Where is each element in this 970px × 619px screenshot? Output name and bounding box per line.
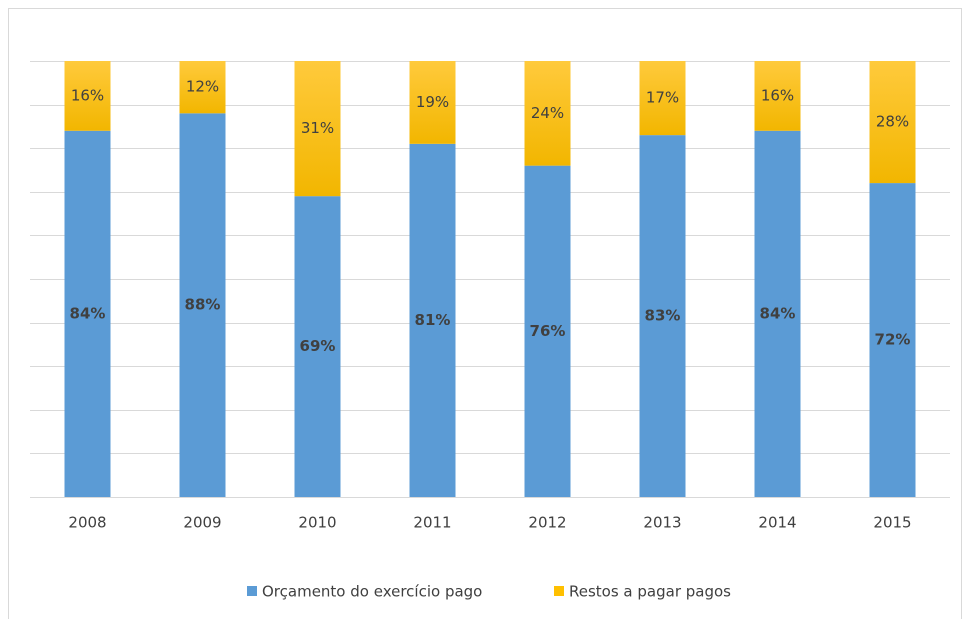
data-label: 19% <box>416 93 449 111</box>
bar-segment <box>754 61 801 131</box>
legend-label: Restos a pagar pagos <box>569 583 731 601</box>
bar-segment <box>869 183 916 497</box>
bar-segment <box>179 113 226 497</box>
legend-swatch <box>554 586 564 596</box>
bar-segment <box>64 61 111 131</box>
chart-frame <box>8 8 962 619</box>
data-label: 31% <box>301 119 334 137</box>
data-label: 17% <box>646 89 679 107</box>
x-tick-label: 2015 <box>873 514 911 532</box>
data-label: 69% <box>300 337 336 355</box>
x-tick-label: 2010 <box>298 514 336 532</box>
data-label: 81% <box>415 311 451 329</box>
bar-segment <box>179 61 226 114</box>
x-tick-label: 2012 <box>528 514 566 532</box>
x-tick-label: 2013 <box>643 514 681 532</box>
legend-swatch <box>247 586 257 596</box>
data-label: 83% <box>645 307 681 325</box>
x-tick-label: 2014 <box>758 514 796 532</box>
bar-segment <box>524 61 571 166</box>
data-label: 76% <box>530 322 566 340</box>
bar-segment <box>639 61 686 136</box>
data-label: 84% <box>760 304 796 322</box>
legend-label: Orçamento do exercício pago <box>262 583 482 601</box>
x-tick-label: 2009 <box>183 514 221 532</box>
bar-segment <box>64 130 111 497</box>
bar-segment <box>524 165 571 497</box>
data-label: 24% <box>531 104 564 122</box>
x-tick-label: 2008 <box>68 514 106 532</box>
bar-segment <box>869 61 916 184</box>
x-tick-label: 2011 <box>413 514 451 532</box>
bar-segment <box>409 61 456 144</box>
data-label: 12% <box>186 78 219 96</box>
bar-segment <box>754 130 801 497</box>
data-label: 16% <box>71 86 104 104</box>
bar-segment <box>294 196 341 497</box>
bar-segment <box>409 143 456 497</box>
bar-segment <box>294 61 341 197</box>
data-label: 16% <box>761 86 794 104</box>
data-label: 72% <box>875 331 911 349</box>
data-label: 88% <box>185 296 221 314</box>
bar-segment <box>639 135 686 497</box>
data-label: 84% <box>70 304 106 322</box>
data-label: 28% <box>876 113 909 131</box>
